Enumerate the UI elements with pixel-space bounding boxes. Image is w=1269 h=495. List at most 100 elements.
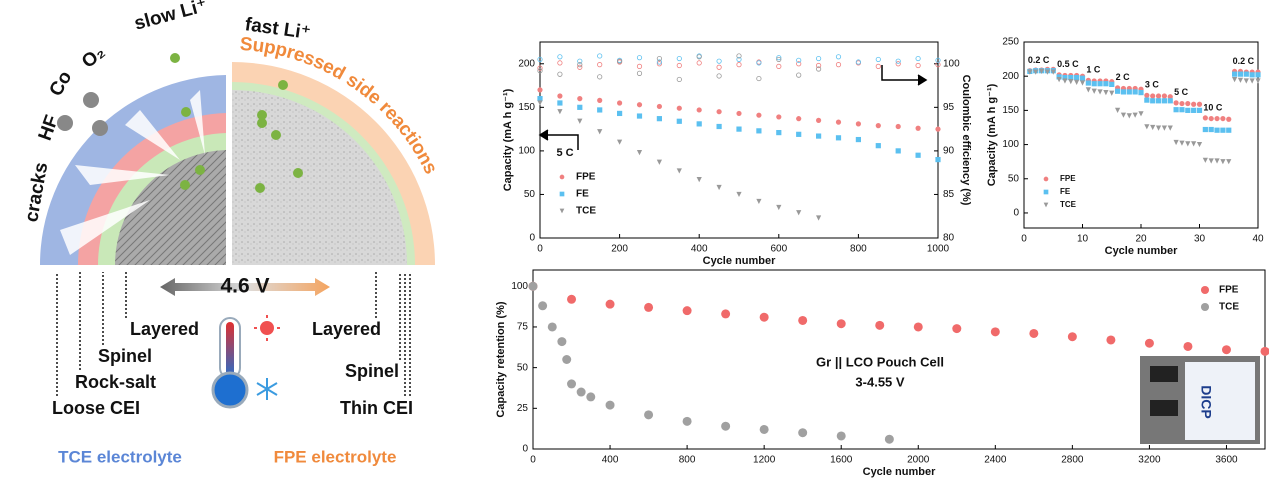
marker — [557, 71, 563, 77]
marker — [935, 57, 941, 63]
marker — [656, 116, 662, 122]
marker — [636, 70, 643, 76]
marker — [1161, 125, 1167, 131]
marker — [1126, 89, 1132, 95]
marker — [1191, 101, 1197, 107]
marker — [1260, 346, 1269, 356]
marker — [537, 96, 543, 102]
marker — [716, 123, 722, 130]
marker — [567, 379, 577, 389]
marker — [884, 434, 894, 444]
legend-label: FPE — [1060, 174, 1076, 183]
x-tick-label: 30 — [1194, 234, 1206, 245]
marker — [562, 355, 572, 364]
legend-label: TCE — [576, 206, 596, 217]
marker — [617, 100, 623, 106]
marker — [538, 301, 548, 311]
marker — [1249, 78, 1255, 84]
marker — [656, 61, 663, 67]
marker — [537, 56, 543, 63]
x-axis-label: Cycle number — [703, 255, 776, 267]
marker — [696, 107, 702, 113]
marker — [796, 131, 802, 137]
y-tick-label: 0 — [529, 233, 535, 244]
marker — [636, 150, 643, 156]
marker — [1232, 71, 1238, 77]
marker — [577, 58, 583, 64]
legend-label: TCE — [1060, 200, 1077, 209]
marker — [636, 63, 643, 69]
marker — [1214, 127, 1220, 133]
x-tick-label: 2400 — [984, 455, 1007, 466]
y2-tick-label: 90 — [943, 146, 955, 157]
legend-marker — [1043, 176, 1049, 182]
marker — [835, 135, 842, 141]
marker — [1173, 107, 1179, 113]
marker — [915, 125, 921, 131]
marker — [1167, 94, 1173, 100]
legend-marker — [559, 208, 565, 214]
marker — [875, 56, 881, 63]
x-tick-label: 600 — [770, 244, 787, 255]
marker — [798, 315, 808, 325]
marker — [1033, 69, 1039, 75]
marker — [656, 55, 663, 62]
marker — [835, 119, 842, 125]
marker — [1243, 71, 1249, 77]
x-tick-label: 10 — [1077, 234, 1089, 245]
marker — [597, 74, 603, 80]
marker — [537, 65, 543, 71]
plot-frame — [539, 41, 939, 239]
rate-label: 0.2 C — [1028, 55, 1050, 65]
marker — [1132, 112, 1138, 118]
marker — [1161, 93, 1167, 99]
marker — [597, 129, 603, 135]
y2-tick-label: 85 — [943, 189, 955, 200]
marker — [1196, 141, 1203, 148]
marker — [756, 198, 762, 205]
marker — [1109, 90, 1115, 96]
marker — [1056, 74, 1062, 80]
marker — [1255, 72, 1261, 78]
marker — [1144, 124, 1150, 130]
marker — [796, 61, 802, 67]
marker — [721, 309, 731, 319]
marker — [1115, 107, 1121, 113]
marker — [1079, 80, 1086, 86]
marker — [1202, 157, 1208, 163]
axis-arrows — [538, 65, 928, 150]
marker — [1091, 88, 1097, 94]
annotation: Gr || LCO Pouch Cell — [816, 354, 944, 369]
marker — [836, 431, 846, 441]
cracks — [60, 90, 205, 255]
marker — [815, 62, 822, 69]
marker — [776, 63, 782, 69]
legend-label: FE — [1060, 187, 1071, 196]
x-tick-label: 800 — [850, 244, 867, 255]
marker — [1079, 75, 1086, 81]
marker — [1220, 127, 1226, 133]
marker — [1179, 140, 1185, 146]
marker — [696, 177, 702, 183]
marker — [696, 54, 702, 60]
annotation: 3-4.55 V — [855, 374, 904, 389]
rate-label: 0.5 C — [1057, 59, 1079, 69]
marker — [577, 104, 583, 110]
annotation: 5 C — [556, 147, 573, 159]
marker — [796, 72, 802, 78]
marker — [1167, 125, 1173, 131]
marker — [1185, 141, 1191, 147]
y-tick-label: 75 — [517, 322, 529, 333]
marker — [1214, 115, 1220, 122]
legend-label: FE — [576, 189, 589, 200]
marker — [597, 62, 603, 68]
marker — [676, 55, 682, 62]
thermometer — [211, 315, 280, 409]
marker — [597, 97, 603, 103]
y-tick-label: 250 — [1002, 37, 1019, 48]
marker — [1027, 69, 1033, 75]
rate-label: 0.2 C — [1233, 56, 1255, 66]
layer-label: Loose CEI — [52, 398, 140, 418]
marker — [815, 55, 822, 62]
marker — [915, 152, 921, 158]
